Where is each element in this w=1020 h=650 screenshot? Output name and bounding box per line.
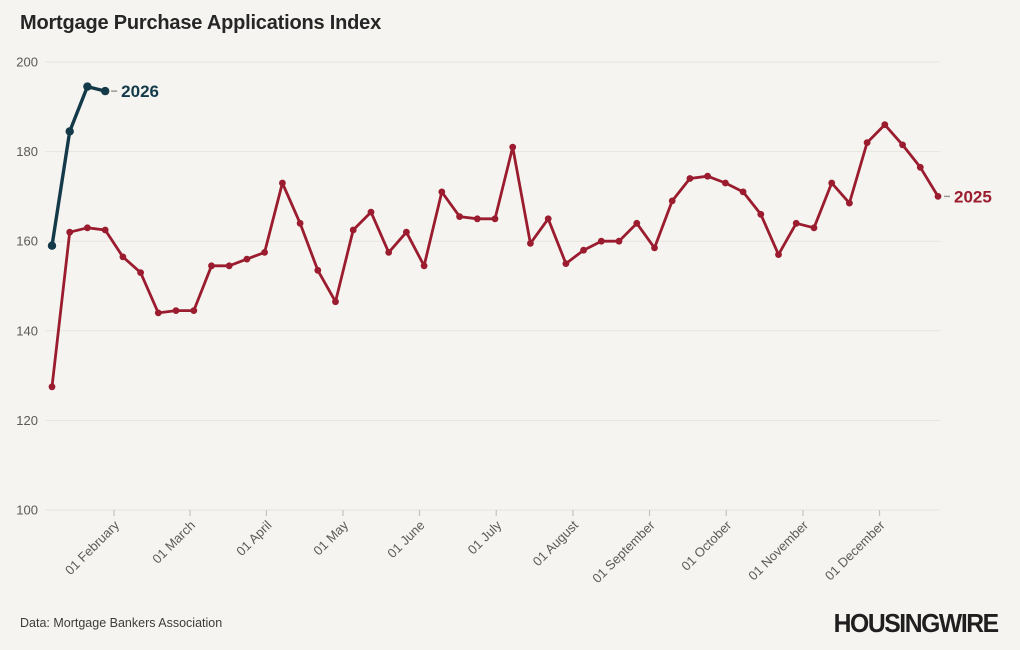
series-label-2026: 2026 [121, 82, 159, 101]
data-point-2025 [686, 175, 694, 182]
data-point-2026 [83, 82, 92, 91]
data-point-2025 [562, 260, 570, 267]
data-point-2025 [757, 210, 765, 218]
data-point-2025 [172, 307, 180, 314]
data-point-2025 [863, 139, 871, 147]
data-point-2025 [420, 262, 428, 270]
data-point-2025 [633, 219, 641, 227]
data-point-2025 [119, 253, 127, 261]
data-point-2025 [722, 179, 729, 187]
data-point-2025 [208, 262, 215, 270]
x-axis-tick-label: 01 July [465, 517, 505, 557]
series-label-2025: 2025 [954, 187, 992, 206]
data-point-2025 [668, 197, 676, 205]
data-point-2025 [739, 188, 747, 196]
x-axis-tick-label: 01 November [745, 517, 811, 583]
data-point-2025 [615, 237, 623, 245]
x-axis-tick-label: 01 December [822, 517, 888, 583]
x-axis-tick-label: 01 August [530, 517, 582, 569]
data-point-2025 [456, 213, 463, 221]
data-point-2025 [154, 309, 162, 317]
data-point-2025 [828, 179, 836, 187]
data-point-2025 [349, 226, 357, 234]
data-point-2025 [704, 172, 711, 180]
x-axis-tick-label: 01 May [310, 517, 351, 558]
data-point-2025 [137, 269, 145, 276]
data-point-2025 [101, 226, 109, 234]
y-axis-tick-label: 120 [16, 413, 38, 428]
y-axis-tick-label: 160 [16, 234, 38, 249]
data-point-2025 [509, 143, 517, 151]
x-axis-tick-label: 01 April [233, 517, 274, 558]
data-point-2025 [651, 244, 658, 252]
data-point-2025 [916, 163, 924, 171]
data-point-2025 [473, 215, 481, 223]
data-point-2025 [243, 255, 251, 263]
data-point-2025 [385, 249, 393, 256]
x-axis-tick-label: 01 February [62, 517, 123, 578]
data-point-2025 [332, 298, 339, 306]
data-point-2025 [792, 219, 800, 227]
data-point-2025 [899, 141, 906, 149]
data-point-2025 [438, 188, 446, 196]
data-point-2025 [403, 228, 410, 236]
x-axis-tick-label: 01 September [589, 517, 658, 586]
data-source-note: Data: Mortgage Bankers Association [20, 616, 223, 630]
y-axis-tick-label: 140 [16, 323, 38, 338]
x-axis-tick-label: 01 June [384, 518, 427, 561]
data-point-2025 [296, 219, 304, 227]
data-point-2025 [881, 121, 889, 129]
data-point-2025 [597, 237, 605, 245]
x-axis-tick-label: 01 October [678, 517, 735, 574]
data-point-2025 [66, 228, 74, 236]
series-line-2025 [50, 123, 940, 389]
data-point-2025 [544, 215, 552, 223]
data-point-2025 [846, 199, 853, 207]
data-point-2026 [65, 127, 74, 136]
data-point-2025 [190, 307, 198, 314]
data-point-2025 [934, 193, 942, 200]
data-point-2025 [279, 179, 286, 187]
data-point-2025 [810, 224, 818, 232]
data-point-2025 [84, 224, 91, 232]
housingwire-logo: HOUSINGWIRE [833, 608, 1000, 638]
data-point-2025 [580, 246, 587, 254]
data-point-2025 [261, 249, 268, 256]
data-point-2025 [491, 215, 499, 223]
data-point-2025 [775, 251, 782, 258]
y-axis-tick-label: 100 [16, 503, 38, 518]
chart-title: Mortgage Purchase Applications Index [20, 12, 382, 34]
data-point-2025 [48, 383, 56, 391]
data-point-2025 [367, 208, 375, 216]
data-point-2025 [314, 266, 322, 274]
data-point-2025 [225, 262, 233, 270]
data-point-2026 [47, 241, 57, 250]
series-line-2026 [50, 84, 107, 248]
x-axis-tick-label: 01 March [149, 518, 198, 567]
data-point-2025 [527, 240, 534, 247]
y-axis-tick-label: 180 [16, 144, 38, 159]
data-point-2026 [101, 86, 110, 96]
y-axis-tick-label: 200 [16, 55, 38, 70]
